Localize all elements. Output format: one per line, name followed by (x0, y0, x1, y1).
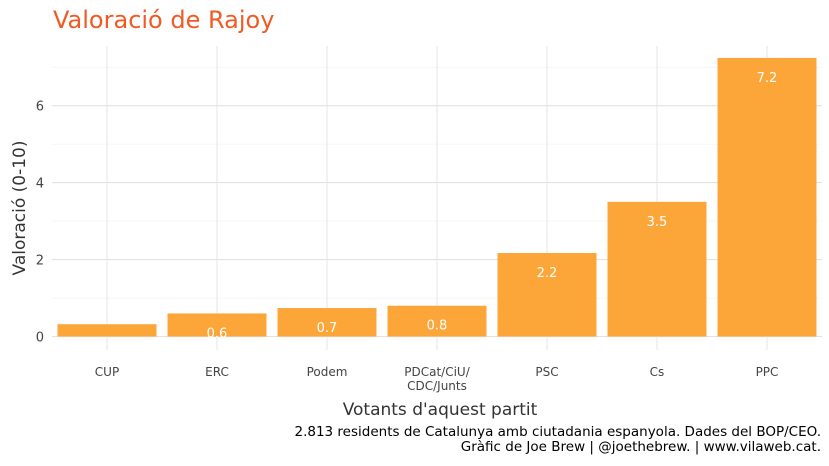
x-tick-label: PDCat/CiU/CDC/Junts (404, 365, 470, 393)
data-label: 7.2 (757, 71, 778, 86)
data-label: 0.8 (427, 319, 448, 334)
x-tick-label: Cs (650, 365, 665, 379)
x-tick-label: PSC (535, 365, 558, 379)
bar (387, 305, 487, 337)
y-tick-label: 0 (36, 331, 44, 346)
x-tick-label: CUP (95, 365, 119, 379)
data-label: 0.6 (207, 326, 228, 341)
x-tick-label: Podem (307, 365, 348, 379)
x-tick-label: ERC (205, 365, 229, 379)
y-tick-label: 2 (36, 254, 44, 269)
data-label: 2.2 (537, 266, 558, 281)
caption-source: 2.813 residents de Catalunya amb ciutada… (294, 424, 821, 440)
bar (607, 201, 707, 337)
bar (717, 57, 817, 337)
y-tick-label: 6 (36, 100, 44, 115)
x-axis-title: Votants d'aquest partit (343, 400, 538, 420)
data-label: 0.7 (317, 321, 338, 336)
x-tick-label: PPC (756, 365, 779, 379)
caption-credit: Gràfic de Joe Brew | @joethebrew. | www.… (460, 439, 821, 455)
data-label: 3.5 (647, 215, 668, 230)
bar (277, 308, 377, 337)
y-tick-label: 4 (36, 177, 44, 192)
y-axis-title: Valoració (0-10) (10, 141, 30, 276)
chart-title: Valoració de Rajoy (53, 6, 275, 34)
bar (57, 324, 157, 337)
bar (497, 253, 597, 337)
bar (167, 313, 267, 337)
